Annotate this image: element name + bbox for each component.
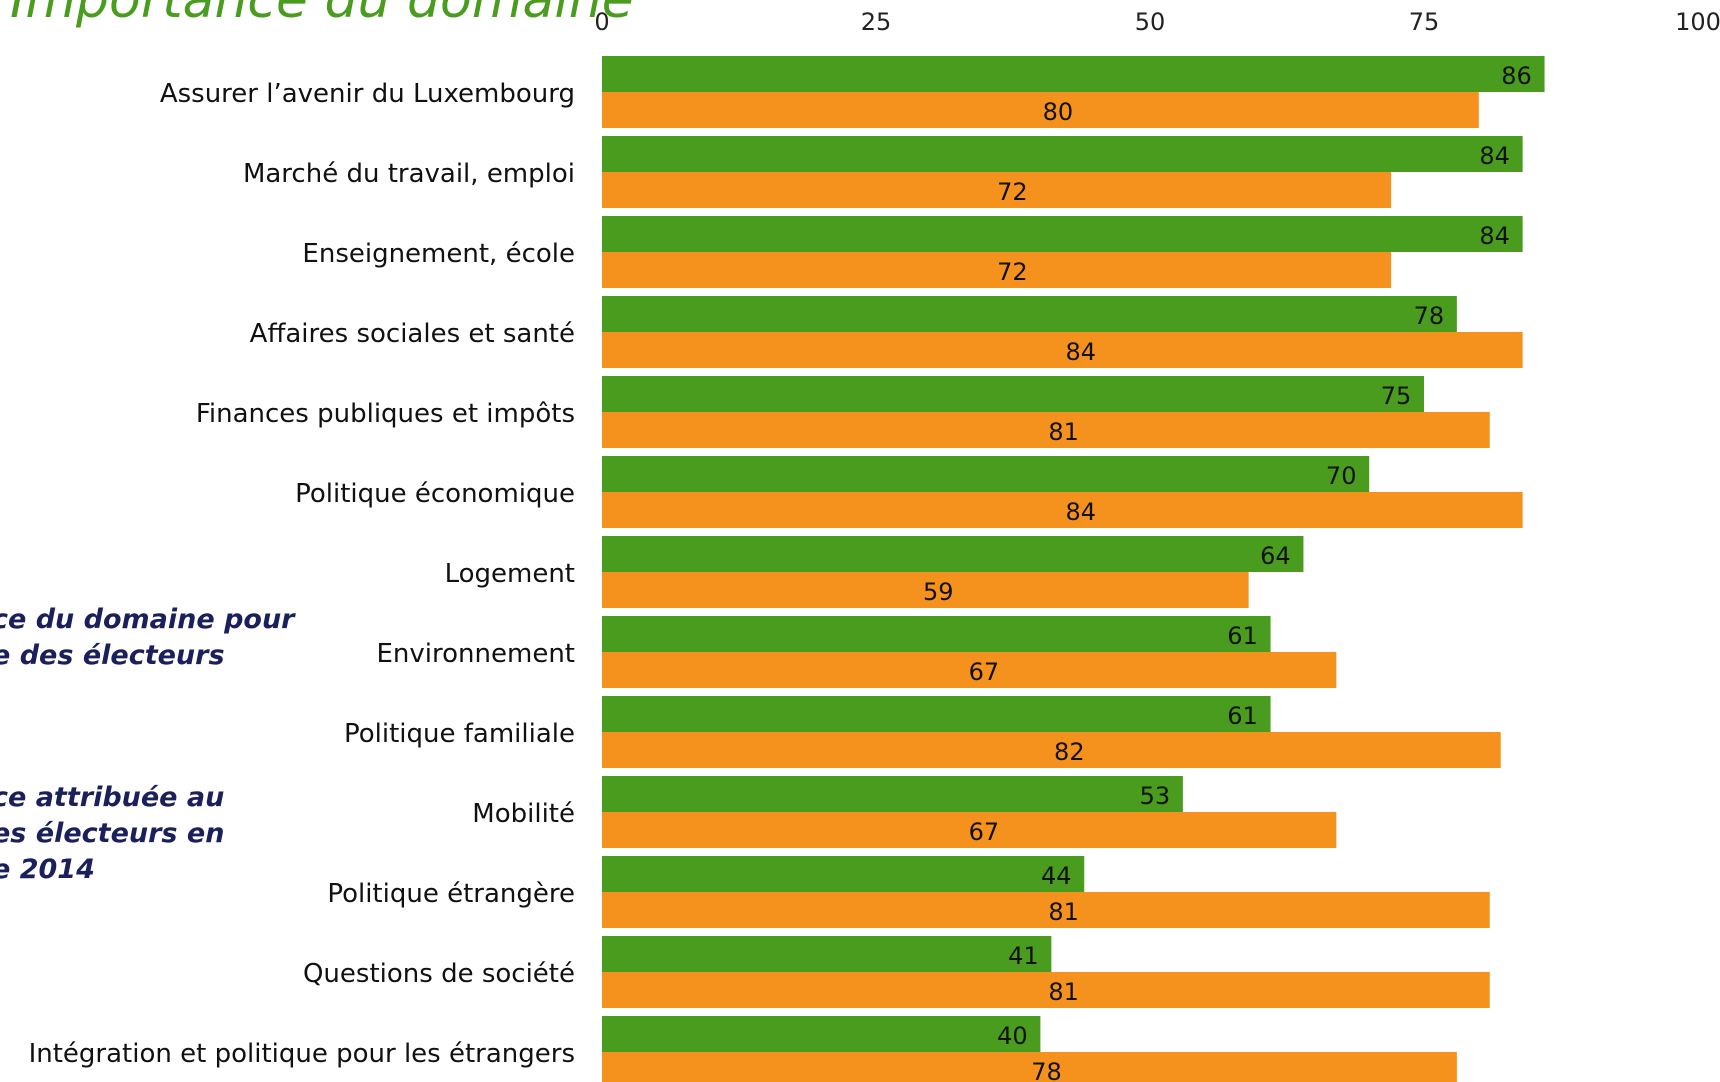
legend-orange-line-3: e 2014	[0, 854, 95, 885]
data-label: 64	[1260, 542, 1291, 570]
chart-title: Importance du domaine	[10, 0, 634, 30]
data-label: 40	[997, 1022, 1028, 1050]
bar	[602, 456, 1370, 492]
data-label: 53	[1140, 782, 1171, 810]
bar	[602, 412, 1490, 448]
data-label: 61	[1227, 702, 1258, 730]
category-label: Marché du travail, emploi	[243, 159, 575, 189]
bar	[602, 492, 1523, 528]
data-label: 80	[1043, 98, 1074, 126]
data-label: 67	[969, 658, 1000, 686]
category-label: Affaires sociales et santé	[250, 319, 575, 349]
category-label: Finances publiques et impôts	[196, 399, 575, 429]
category-label: Environnement	[377, 639, 576, 669]
data-label: 44	[1041, 862, 1072, 890]
category-label: Politique économique	[295, 479, 575, 509]
bar	[602, 172, 1392, 208]
data-label: 67	[969, 818, 1000, 846]
data-label: 72	[997, 178, 1028, 206]
category-label: Politique familiale	[344, 719, 575, 749]
bar	[602, 936, 1052, 972]
bar	[602, 616, 1271, 652]
legend-orange-line-2: es électeurs en	[0, 818, 225, 849]
category-label: Enseignement, école	[302, 239, 575, 269]
bar	[602, 1052, 1457, 1082]
bar	[602, 1016, 1041, 1052]
data-label: 75	[1381, 382, 1412, 410]
x-tick-label: 0	[594, 8, 609, 36]
category-label: Assurer l’avenir du Luxembourg	[160, 79, 575, 109]
bar	[602, 252, 1392, 288]
data-label: 84	[1065, 338, 1096, 366]
category-label: Intégration et politique pour les étrang…	[29, 1039, 575, 1069]
bar	[602, 732, 1501, 768]
data-label: 59	[923, 578, 954, 606]
legend-orange-line-1: ce attribuée au	[0, 782, 225, 813]
bar	[602, 812, 1337, 848]
bar	[602, 572, 1249, 608]
x-tick-label: 50	[1135, 8, 1166, 36]
category-label: Questions de société	[303, 959, 575, 989]
category-label: Logement	[445, 559, 575, 589]
legend-orange-text: ce attribuée au es électeurs en e 2014	[0, 780, 224, 888]
bar	[602, 652, 1337, 688]
data-label: 78	[1031, 1058, 1062, 1082]
data-label: 84	[1479, 142, 1510, 170]
legend-green-line-2: e des électeurs	[0, 640, 225, 671]
bar	[602, 776, 1183, 812]
bar	[602, 536, 1304, 572]
bar	[602, 696, 1271, 732]
data-label: 81	[1048, 418, 1079, 446]
bar	[602, 892, 1490, 928]
bar	[602, 216, 1523, 252]
bar	[602, 296, 1457, 332]
bar	[602, 56, 1545, 92]
data-label: 86	[1501, 62, 1532, 90]
data-label: 82	[1054, 738, 1085, 766]
data-label: 81	[1048, 898, 1079, 926]
data-label: 41	[1008, 942, 1039, 970]
data-label: 61	[1227, 622, 1258, 650]
legend-green-line-1: ce du domaine pour	[0, 604, 295, 635]
legend-green-text: ce du domaine pour e des électeurs	[0, 602, 295, 674]
category-label: Mobilité	[472, 799, 575, 829]
bar	[602, 92, 1479, 128]
data-label: 81	[1048, 978, 1079, 1006]
x-tick-label: 75	[1409, 8, 1440, 36]
data-label: 78	[1414, 302, 1445, 330]
bar	[602, 972, 1490, 1008]
bar	[602, 856, 1085, 892]
data-label: 70	[1326, 462, 1357, 490]
bar	[602, 376, 1424, 412]
data-label: 84	[1479, 222, 1510, 250]
bar	[602, 332, 1523, 368]
data-label: 72	[997, 258, 1028, 286]
bar	[602, 136, 1523, 172]
category-label: Politique étrangère	[327, 879, 575, 909]
x-tick-label: 100	[1675, 8, 1720, 36]
data-label: 84	[1065, 498, 1096, 526]
x-tick-label: 25	[861, 8, 892, 36]
